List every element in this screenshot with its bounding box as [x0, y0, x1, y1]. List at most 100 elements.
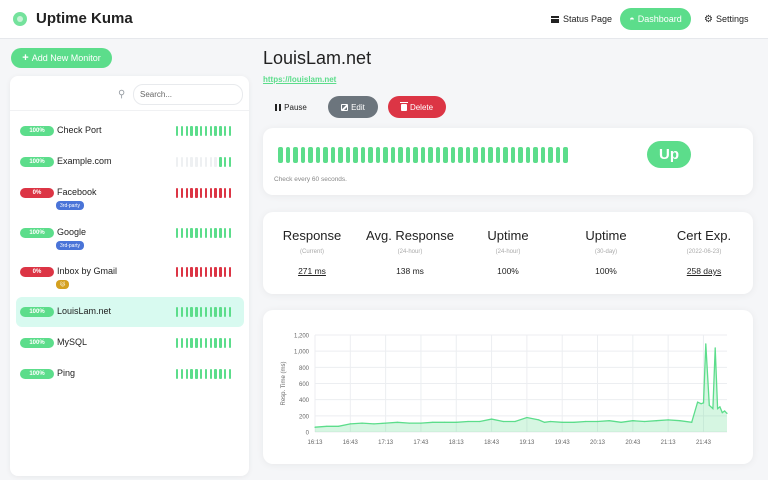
- heartbeat-beat: [525, 147, 531, 163]
- pause-button[interactable]: Pause: [268, 96, 314, 118]
- delete-button[interactable]: Delete: [388, 96, 446, 118]
- app-logo-icon: [13, 12, 27, 26]
- monitor-item[interactable]: 100% Check Port: [16, 116, 244, 146]
- heartbeat-beat: [323, 147, 328, 163]
- response-point: [644, 420, 646, 423]
- heartbeat-beat: [300, 147, 306, 163]
- uptime-badge: 100%: [20, 157, 54, 167]
- monitor-item[interactable]: 100% Google 3rd-party: [16, 218, 244, 252]
- heartbeat-beat: [450, 147, 456, 163]
- uptime-badge: 100%: [20, 338, 54, 348]
- response-point: [467, 420, 469, 423]
- heartbeat-beat: [214, 126, 217, 136]
- pause-icon: [275, 103, 282, 111]
- response-point: [721, 412, 723, 414]
- response-point: [491, 418, 493, 420]
- stat-title: Uptime: [487, 228, 529, 243]
- dashboard-icon: ◓: [629, 14, 635, 24]
- response-point: [726, 412, 728, 414]
- monitor-item[interactable]: 0% Facebook 3rd-party: [16, 178, 244, 212]
- uptime-badge: 100%: [20, 369, 54, 379]
- edit-icon: [341, 103, 349, 111]
- heartbeat-beat: [214, 267, 217, 277]
- response-point: [719, 406, 721, 408]
- gear-icon: ⚙: [704, 13, 713, 25]
- response-point: [373, 423, 375, 425]
- monitor-item[interactable]: 100% MySQL: [16, 328, 244, 358]
- response-time-chart-card: 0 200 400 600 800 1,000 1,200 16:13 16:43 17:13 17…: [263, 310, 753, 464]
- stat-value[interactable]: 258 days: [686, 266, 722, 276]
- heartbeat-beat: [308, 147, 313, 163]
- monitor-item[interactable]: 0% Inbox by Gmail 🐱: [16, 257, 244, 291]
- heartbeat-beat: [219, 228, 222, 238]
- uptime-badge: 100%: [20, 228, 54, 238]
- heartbeat-beat: [176, 369, 179, 379]
- monitor-name: Ping: [57, 368, 76, 378]
- nav-status-page-link[interactable]: Status Page: [551, 8, 612, 30]
- heartbeat-beat: [200, 338, 203, 348]
- heartbeat-beat: [180, 369, 184, 379]
- heartbeat-beat: [214, 338, 217, 348]
- heartbeat-beat: [180, 228, 184, 238]
- heartbeat-beat: [180, 307, 184, 317]
- stat-value[interactable]: 271 ms: [298, 266, 326, 276]
- heartbeat-beat: [180, 188, 184, 198]
- heartbeat-beat: [209, 338, 212, 348]
- heartbeat-beat: [563, 147, 568, 163]
- heartbeat-beat: [176, 157, 179, 167]
- heartbeat-beat: [228, 228, 232, 238]
- y-tick-label: 800: [299, 366, 310, 372]
- stat-value: 100%: [595, 266, 617, 276]
- app-title: Uptime Kuma: [36, 10, 133, 27]
- heartbeat-beat: [219, 369, 222, 379]
- response-point: [549, 420, 551, 423]
- monitor-name: Google: [57, 227, 87, 237]
- heartbeat-beat: [209, 188, 212, 198]
- heartbeat-beat: [190, 369, 193, 379]
- nav-settings-link[interactable]: ⚙ Settings: [704, 8, 749, 30]
- heartbeat-beat: [540, 147, 546, 163]
- monitor-item[interactable]: 100% Example.com: [16, 147, 244, 177]
- stat-subtitle: (Current): [299, 249, 324, 255]
- add-new-monitor-button[interactable]: + Add New Monitor: [11, 48, 112, 68]
- stat-title: Avg. Response: [366, 228, 454, 243]
- heartbeat-beat: [214, 369, 217, 379]
- heartbeat-beat: [200, 307, 203, 317]
- x-tick-label: 17:13: [378, 440, 394, 446]
- heartbeat-beat: [204, 228, 208, 238]
- heartbeat-beat: [413, 147, 418, 163]
- x-tick-label: 18:43: [484, 440, 500, 446]
- search-input[interactable]: [133, 84, 243, 105]
- monitor-item[interactable]: 100% LouisLam.net: [16, 297, 244, 327]
- heartbeat-beat: [338, 147, 343, 163]
- heartbeat-beat: [228, 369, 232, 379]
- nav-dashboard-link[interactable]: ◓ Dashboard: [620, 8, 691, 30]
- heartbeat-beat: [214, 157, 217, 167]
- edit-button[interactable]: Edit: [328, 96, 378, 118]
- x-tick-label: 16:43: [343, 440, 359, 446]
- monitor-title: LouisLam.net: [263, 48, 372, 68]
- uptime-badge: 0%: [20, 267, 54, 277]
- pause-label: Pause: [284, 102, 307, 112]
- heartbeat-beat: [200, 369, 203, 379]
- heartbeat-mini-bar: [176, 338, 232, 348]
- heartbeat-beat: [219, 126, 222, 136]
- response-point: [714, 347, 716, 349]
- heartbeat-beat: [473, 147, 478, 163]
- heartbeat-beat: [195, 307, 198, 317]
- heartbeat-beat: [224, 307, 227, 317]
- heartbeat-beat: [209, 267, 212, 277]
- heartbeat-beat: [185, 338, 188, 348]
- response-point: [455, 421, 457, 423]
- heartbeat-mini-bar: [176, 126, 232, 136]
- check-interval-text: Check every 60 seconds.: [274, 176, 347, 183]
- monitor-item[interactable]: 100% Ping: [16, 359, 244, 389]
- heartbeat-beat: [176, 228, 179, 238]
- monitor-url-link[interactable]: https://louislam.net: [263, 75, 337, 84]
- response-time-chart: 0 200 400 600 800 1,000 1,200 16:13 16:43 17:13 17…: [281, 334, 728, 446]
- response-point: [326, 425, 328, 427]
- heartbeat-beat: [428, 147, 433, 163]
- heartbeat-beat: [176, 307, 179, 317]
- heartbeat-beat: [180, 338, 184, 348]
- response-point: [385, 422, 387, 424]
